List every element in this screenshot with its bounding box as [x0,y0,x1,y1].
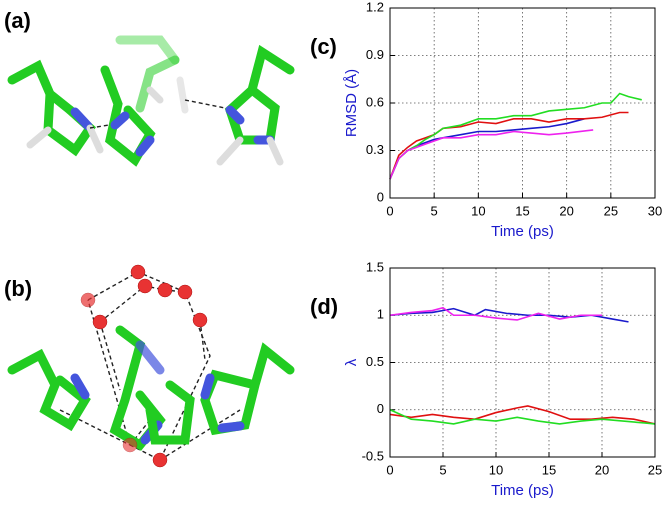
molecule-a [7,35,295,167]
data-line [389,92,642,180]
x-tick-label: 0 [386,203,393,218]
y-tick-label: 1.5 [366,259,384,274]
x-tick-label: 5 [439,462,446,477]
y-tick-label: 1 [377,307,384,322]
data-line [389,306,602,321]
x-tick-label: 20 [559,203,573,218]
x-tick-label: 15 [542,462,556,477]
x-axis-label: Time (ps) [491,223,554,240]
panel-label: (b) [4,276,32,301]
panel-label: (c) [310,34,337,59]
y-axis-label: λ [343,358,360,366]
x-tick-label: 10 [489,462,503,477]
data-line [389,405,656,425]
plot-frame [389,267,656,458]
y-tick-label: -0.5 [362,448,384,463]
x-tick-label: 15 [515,203,529,218]
x-axis-label: Time (ps) [491,482,554,499]
y-axis-label: RMSD (Å) [343,69,360,137]
x-tick-label: 5 [431,203,438,218]
data-line [389,129,594,180]
data-line [389,111,629,180]
y-tick-label: 0 [377,401,384,416]
y-tick-label: 0.6 [366,94,384,109]
panel-label: (a) [4,8,31,33]
x-tick-label: 25 [648,462,662,477]
panel-label: (d) [310,294,338,319]
x-tick-label: 30 [648,203,662,218]
molecule-b [7,264,295,468]
y-tick-label: 0.9 [366,47,384,62]
y-tick-label: 1.2 [366,0,384,14]
y-tick-label: 0.3 [366,142,384,157]
data-line [389,118,585,180]
y-tick-label: 0.5 [366,354,384,369]
data-line [389,409,656,425]
x-tick-label: 20 [595,462,609,477]
plot-frame [389,7,656,199]
x-tick-label: 10 [471,203,485,218]
x-tick-label: 0 [386,462,393,477]
x-tick-label: 25 [604,203,618,218]
y-tick-label: 0 [377,189,384,204]
